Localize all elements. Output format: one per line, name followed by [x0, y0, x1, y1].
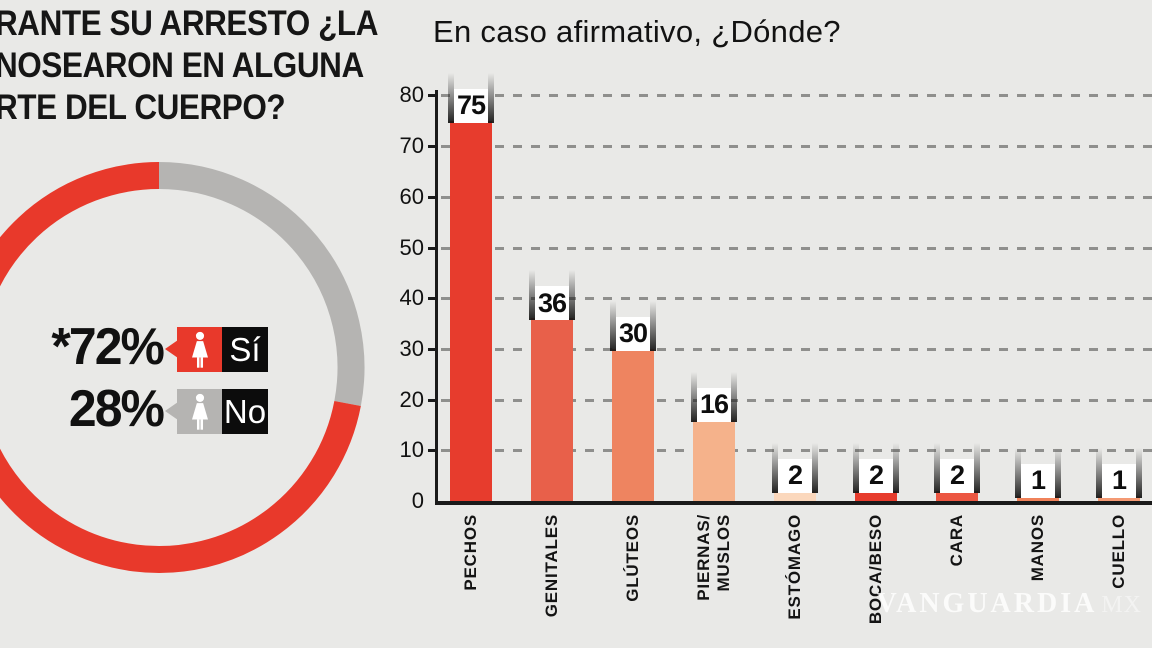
gridline-20 — [441, 398, 1152, 402]
x-axis-label-text: GENITALES — [542, 514, 561, 618]
value-label-streak — [1096, 447, 1102, 498]
bar-value-label: 1 — [1102, 463, 1136, 498]
bubble-tail-icon — [165, 402, 178, 420]
y-axis-tick-40 — [428, 297, 437, 301]
bar-genitales — [531, 318, 573, 503]
x-axis-label: PECHOS — [461, 514, 538, 591]
x-axis-label-text: CUELLO — [1109, 514, 1128, 589]
value-label-streak — [569, 270, 575, 321]
legend-answer-no: No — [222, 389, 268, 434]
bar-piernas-muslos — [693, 419, 735, 503]
gridline-40 — [441, 297, 1152, 301]
value-label-streak — [1015, 447, 1021, 498]
value-label-streak — [1055, 447, 1061, 498]
bar-value-label: 75 — [454, 88, 488, 123]
value-label-streak — [448, 72, 454, 123]
woman-icon — [177, 327, 222, 372]
bar-boca-beso — [855, 490, 897, 503]
y-axis-tick-70 — [428, 145, 437, 149]
y-axis-tick-80 — [428, 94, 437, 98]
y-axis-tick-50 — [428, 246, 437, 250]
y-axis-line — [435, 90, 438, 503]
y-axis-label-0: 0 — [411, 488, 424, 513]
value-label-streak — [488, 72, 494, 123]
legend-answer-yes: Sí — [222, 327, 268, 372]
value-label-streak — [893, 442, 899, 493]
gridline-70 — [441, 145, 1152, 149]
bar-cuello — [1098, 495, 1140, 503]
y-axis-label-30: 30 — [399, 335, 424, 361]
bar-value-label: 2 — [859, 458, 893, 493]
x-axis-line — [435, 501, 1152, 505]
value-label-streak — [691, 371, 697, 422]
gridline-80 — [441, 94, 1152, 98]
poster-title: RANTE SU ARRESTO ¿LA NOSEARON EN ALGUNA … — [0, 3, 415, 129]
poster-title-line2: NOSEARON EN ALGUNA — [0, 46, 364, 85]
x-axis-label: CARA — [947, 514, 999, 566]
x-axis-label: MANOS — [1028, 514, 1095, 581]
value-label-streak — [934, 442, 940, 493]
donut-segment-yes — [0, 162, 361, 573]
woman-icon — [177, 389, 222, 434]
donut-chart — [0, 162, 365, 573]
gridline-60 — [441, 195, 1152, 199]
gridline-50 — [441, 246, 1152, 250]
bubble-tail-icon — [165, 340, 178, 358]
x-axis-label-text: PECHOS — [461, 514, 480, 591]
x-axis-label-text: GLÚTEOS — [623, 514, 642, 602]
bar-value-label: 16 — [697, 387, 731, 422]
x-axis-label-text: MANOS — [1028, 514, 1047, 582]
legend-bubble-no: No — [165, 389, 268, 434]
y-axis-label-80: 80 — [399, 82, 424, 108]
x-axis-label-text: CARA — [947, 514, 966, 567]
x-axis-label: CUELLO — [1109, 514, 1152, 589]
y-axis-tick-30 — [428, 347, 437, 351]
poster-title-line3: RTE DEL CUERPO? — [0, 88, 286, 127]
y-axis-label-50: 50 — [399, 234, 424, 260]
value-label-streak — [610, 300, 616, 351]
x-axis-label: PIERNAS/MUSLOS — [694, 514, 781, 601]
value-label-streak — [974, 442, 980, 493]
gridline-30 — [441, 347, 1152, 351]
y-axis-tick-10 — [428, 449, 437, 453]
bar-cara — [936, 490, 978, 503]
value-label-streak — [731, 371, 737, 422]
watermark-brand: VANGUARDIA — [876, 588, 1098, 619]
bar-pechos — [450, 120, 492, 503]
y-axis-tick-60 — [428, 195, 437, 199]
watermark-logo: VANGUARDIA MX — [876, 588, 1142, 620]
value-label-streak — [650, 300, 656, 351]
bar-value-label: 1 — [1021, 463, 1055, 498]
legend-pct-no: 28% — [68, 380, 165, 438]
bar-est-mago — [774, 490, 816, 503]
legend-pct-yes: *72% — [51, 318, 165, 376]
bar-value-label: 36 — [535, 286, 569, 321]
y-axis-label-60: 60 — [399, 183, 424, 209]
watermark-suffix: MX — [1101, 592, 1142, 618]
bar-value-label: 2 — [778, 458, 812, 493]
x-axis-label-text: PIERNAS/MUSLOS — [694, 514, 733, 601]
y-axis-label-70: 70 — [399, 133, 424, 159]
y-axis-label-20: 20 — [399, 386, 424, 412]
donut-segment-no — [158, 162, 365, 407]
value-label-streak — [853, 442, 859, 493]
bar-manos — [1017, 495, 1059, 503]
gridline-10 — [441, 449, 1152, 453]
value-label-streak — [772, 442, 778, 493]
bar-value-label: 30 — [616, 316, 650, 351]
bar-gl-teos — [612, 348, 654, 503]
poster-title-line1: RANTE SU ARRESTO ¿LA — [0, 4, 379, 43]
legend-bubble-yes: Sí — [165, 327, 268, 372]
value-label-streak — [812, 442, 818, 493]
y-axis-label-10: 10 — [399, 437, 424, 463]
value-label-streak — [529, 270, 535, 321]
y-axis-label-40: 40 — [399, 285, 424, 311]
y-axis-tick-20 — [428, 398, 437, 402]
x-axis-label-text: ESTÓMAGO — [785, 514, 804, 620]
bar-value-label: 2 — [940, 458, 974, 493]
value-label-streak — [1136, 447, 1142, 498]
bar-chart-title: En caso afirmativo, ¿Dónde? — [433, 14, 841, 49]
